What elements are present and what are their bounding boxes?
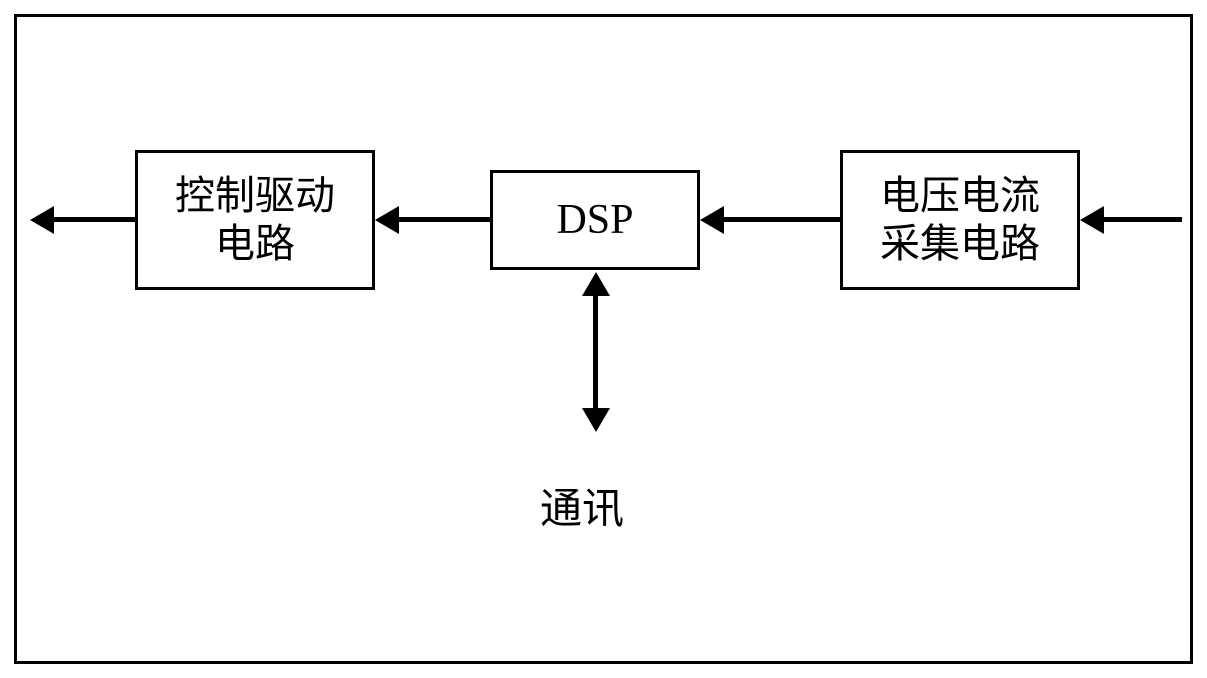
arrow-right-in-head xyxy=(1080,206,1104,234)
voltage-current-block: 电压电流 采集电路 xyxy=(840,150,1080,290)
dsp-block: DSP xyxy=(490,170,700,270)
arrow-right-in-line xyxy=(1104,217,1182,222)
arrow-vertical-up xyxy=(582,272,610,296)
arrow-dsp-cd-line xyxy=(399,217,490,222)
arrow-vertical-down xyxy=(582,408,610,432)
voltage-current-label: 电压电流 采集电路 xyxy=(880,172,1040,268)
communication-label: 通讯 xyxy=(540,475,624,536)
outer-frame xyxy=(14,14,1193,664)
dsp-label: DSP xyxy=(556,195,633,245)
arrow-vertical-line xyxy=(593,295,598,410)
arrow-cd-out-line xyxy=(54,217,135,222)
control-drive-label: 控制驱动 电路 xyxy=(175,172,335,268)
arrow-cd-out-head xyxy=(30,206,54,234)
control-drive-block: 控制驱动 电路 xyxy=(135,150,375,290)
arrow-dsp-cd-head xyxy=(375,206,399,234)
arrow-vc-dsp-head xyxy=(700,206,724,234)
arrow-vc-dsp-line xyxy=(724,217,840,222)
